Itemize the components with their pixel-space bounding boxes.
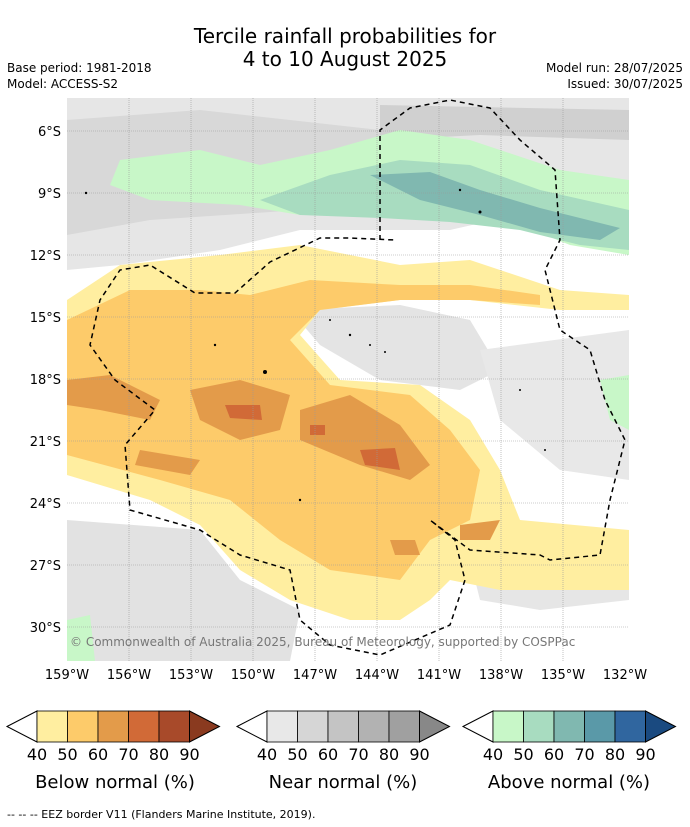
model-text: Model: ACCESS-S2 <box>7 77 119 91</box>
lat-label: 30°S <box>30 621 61 636</box>
meta-left: Base period: 1981-2018 Model: ACCESS-S2 <box>7 60 152 92</box>
below-normal-60-region-southwest <box>135 450 200 475</box>
base-period-text: Base period: 1981-2018 <box>7 61 152 75</box>
lon-label: 150°W <box>231 668 275 683</box>
colorbar-above-tick: 50 <box>513 745 534 764</box>
lon-label: 147°W <box>293 668 337 683</box>
colorbar-above-left-extension <box>461 710 494 743</box>
near-normal-region-center <box>290 305 500 390</box>
colorbar-below-tick: 70 <box>118 745 139 764</box>
colorbar-near-segment <box>297 710 329 743</box>
colorbar-near-tick: 90 <box>409 745 430 764</box>
colorbar-below-tick: 50 <box>57 745 78 764</box>
lat-label: 12°S <box>30 249 61 264</box>
colorbar-near-segment <box>327 710 359 743</box>
map-title-line1: Tercile rainfall probabilities for <box>193 24 497 48</box>
meta-right: Model run: 28/07/2025 Issued: 30/07/2025 <box>546 60 683 92</box>
colorbar-label-above: Above normal (%) <box>487 772 651 793</box>
colorbar-below-right-extension <box>189 710 221 743</box>
lon-label: 132°W <box>603 668 647 683</box>
islands <box>84 188 546 502</box>
colorbar-above-tick: 90 <box>635 745 656 764</box>
colorbar-label-near: Near normal (%) <box>268 772 418 793</box>
colorbar-below-tick: 90 <box>179 745 200 764</box>
below-normal-60-region-west <box>67 375 160 420</box>
colorbar-near-tick: 40 <box>256 745 278 764</box>
lat-label: 9°S <box>38 187 61 202</box>
map-panel <box>67 98 629 661</box>
lon-label: 141°W <box>417 668 461 683</box>
near-normal-region-east <box>480 330 629 480</box>
colorbar-below-segment <box>97 710 129 743</box>
colorbar-below-tick: 80 <box>148 745 170 764</box>
near-normal-region-north-east <box>380 105 629 140</box>
lat-label: 15°S <box>30 311 61 326</box>
colorbar-below-left-extension <box>5 710 38 743</box>
latitude-labels: 6°S 9°S 12°S 15°S 18°S 21°S 24°S 27°S 30… <box>30 125 61 636</box>
colorbar-near-tick: 80 <box>378 745 400 764</box>
lat-label: 24°S <box>30 497 61 512</box>
colorbar-below-segment <box>36 710 68 743</box>
lat-label: 27°S <box>30 559 61 574</box>
colorbar-near-segment <box>358 710 390 743</box>
colorbar-above-segment <box>523 710 555 743</box>
below-normal-60-region-southeast <box>460 520 500 540</box>
colorbars <box>5 710 677 743</box>
below-normal-70-patch-c <box>310 425 325 435</box>
eez-footnote: -- -- -- EEZ border V11 (Flanders Marine… <box>7 808 316 821</box>
colorbar-above-segment <box>614 710 646 743</box>
colorbar-below-segment <box>158 710 190 743</box>
gridlines <box>67 98 629 661</box>
near-normal-region-southwest <box>67 520 300 661</box>
issued-text: Issued: 30/07/2025 <box>567 77 683 91</box>
lon-label: 156°W <box>107 668 151 683</box>
colorbar-near-segment <box>266 710 298 743</box>
colorbar-near-tick: 50 <box>287 745 308 764</box>
lon-label: 135°W <box>541 668 585 683</box>
model-run-text: Model run: 28/07/2025 <box>545 61 683 75</box>
lat-label: 21°S <box>30 435 61 450</box>
copyright-credit: © Commonwealth of Australia 2025, Bureau… <box>70 635 575 649</box>
colorbar-below-tick: 60 <box>87 745 109 764</box>
colorbar-near-tick: 70 <box>348 745 369 764</box>
lon-label: 138°W <box>479 668 523 683</box>
above-normal-southwest-patch <box>67 615 95 661</box>
colorbar-below-segment <box>128 710 160 743</box>
colorbar-below-segment <box>67 710 99 743</box>
colorbar-above-tick: 40 <box>482 745 504 764</box>
colorbar-near-segment <box>388 710 420 743</box>
colorbar-below-tick: 40 <box>26 745 48 764</box>
colorbar-above-tick: 80 <box>604 745 626 764</box>
colorbar-above-segment <box>492 710 524 743</box>
colorbar-above-segment <box>553 710 585 743</box>
lon-label: 153°W <box>169 668 213 683</box>
lon-label: 159°W <box>45 668 89 683</box>
lat-label: 6°S <box>38 125 61 140</box>
colorbar-above-right-extension <box>645 710 677 743</box>
lon-label: 144°W <box>355 668 399 683</box>
colorbar-near-left-extension <box>235 710 268 743</box>
below-normal-60-region-south <box>390 540 420 555</box>
below-normal-60-region-east <box>300 395 430 480</box>
lat-label: 18°S <box>30 373 61 388</box>
colorbar-above-tick: 60 <box>543 745 565 764</box>
map-title-line2: 4 to 10 August 2025 <box>242 47 448 71</box>
above-normal-east-patch <box>600 375 629 430</box>
colorbar-above-tick: 70 <box>574 745 595 764</box>
colorbar-near-right-extension <box>419 710 451 743</box>
longitude-labels: 159°W 156°W 153°W 150°W 147°W 144°W 141°… <box>45 668 647 683</box>
colorbar-near-tick: 60 <box>317 745 339 764</box>
above-normal-60-region <box>370 172 620 240</box>
below-normal-70-patch-b <box>360 448 400 470</box>
below-normal-70-patch-a <box>225 405 262 420</box>
colorbar-above-segment <box>584 710 616 743</box>
colorbar-label-below: Below normal (%) <box>35 772 195 793</box>
